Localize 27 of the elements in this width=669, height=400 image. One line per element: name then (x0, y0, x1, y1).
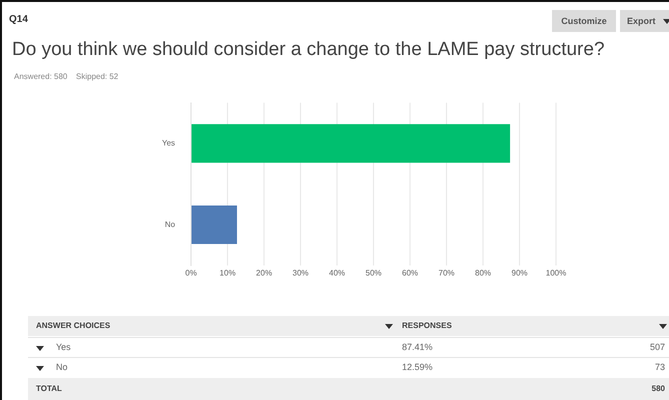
text: 87.41% (402, 341, 433, 354)
x-tick-label: 30% (292, 268, 309, 278)
x-tick-label: 10% (220, 268, 236, 278)
text: 580 (652, 383, 665, 395)
text: TOTAL (36, 383, 62, 395)
text: Q14 (9, 14, 28, 25)
chart-title: Do you think we should consider a change to the LAME pay structure? (12, 39, 605, 61)
x-tick-label: 70% (438, 268, 455, 278)
text: RESPONSES (402, 320, 452, 332)
x-tick-label: 20% (256, 268, 272, 278)
category-label: No (56, 362, 68, 372)
text: 12.59% (402, 361, 433, 374)
text: 507 (650, 341, 665, 354)
x-tick-label: 80% (475, 268, 492, 278)
text: Export (620, 10, 669, 32)
text: Skipped: 52 (76, 72, 118, 81)
x-tick-label: 40% (329, 268, 346, 278)
x-tick-label: 0% (185, 268, 197, 278)
x-tick-label: 60% (402, 268, 418, 278)
x-tick-label: 50% (366, 268, 382, 278)
text: 73 (654, 361, 665, 374)
x-tick-label: 100% (546, 268, 566, 278)
text: ANSWER CHOICES (36, 320, 110, 332)
x-tick-label: 90% (511, 268, 528, 278)
text: Answered: 580 (14, 72, 68, 81)
category-label: Yes (56, 342, 71, 352)
text: Customize (552, 10, 616, 32)
